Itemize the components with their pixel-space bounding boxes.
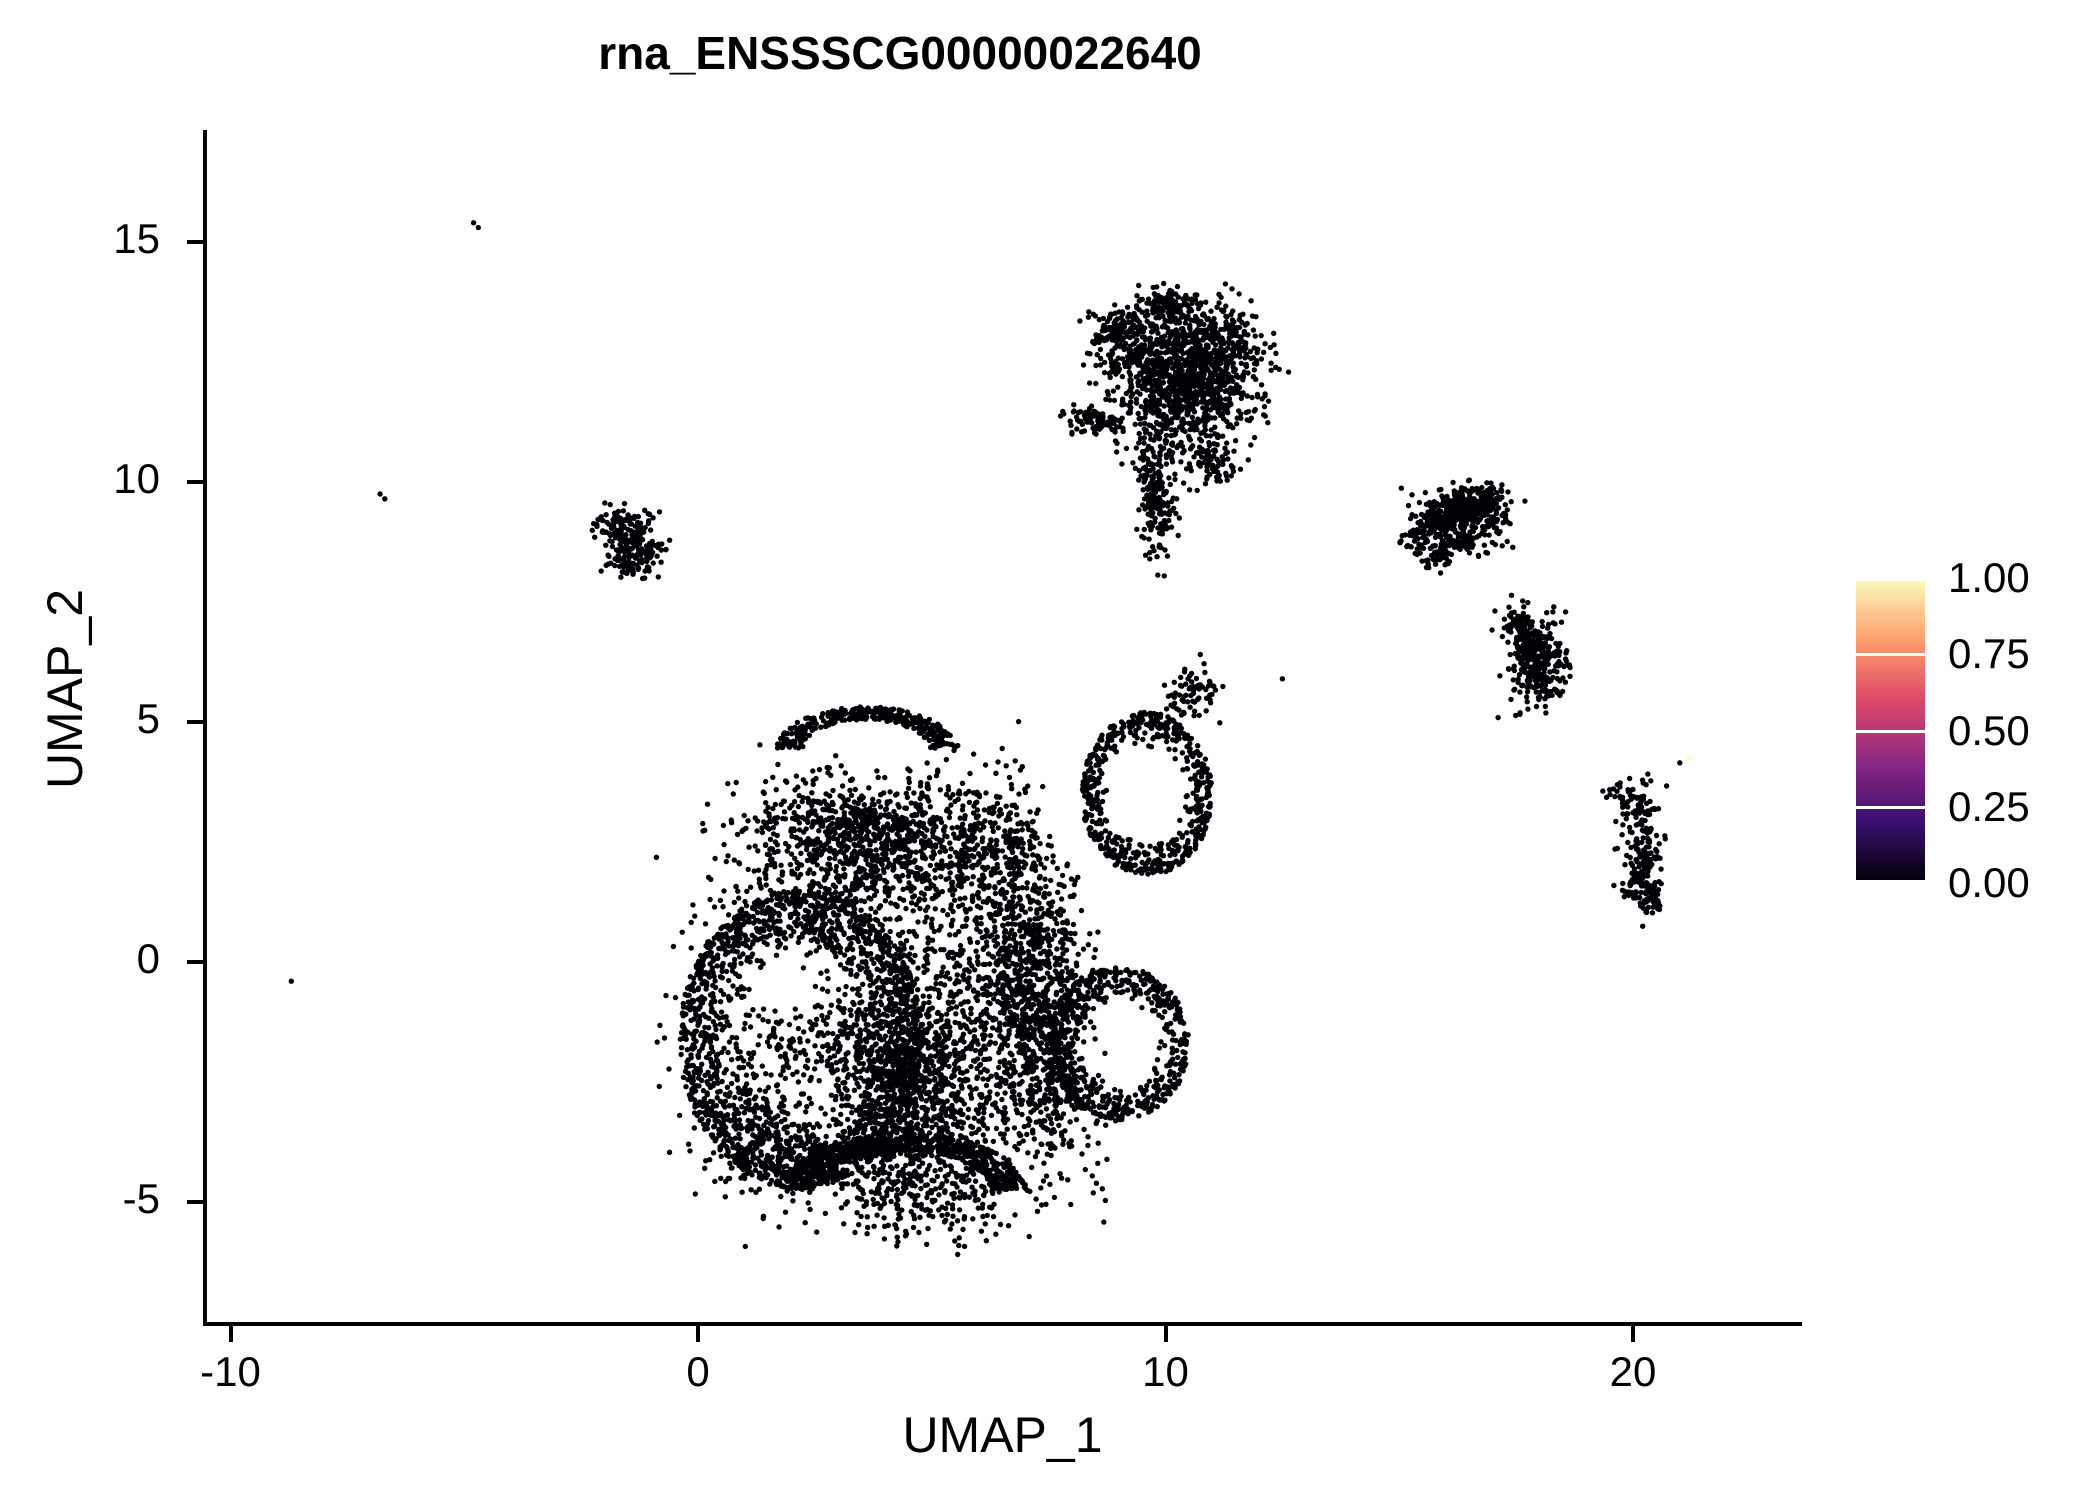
colorbar-tick-label: 0.25 xyxy=(1948,782,2030,830)
colorbar-tick-label: 0.50 xyxy=(1948,706,2030,754)
colorbar-gradient-bar xyxy=(1856,578,1925,883)
y-axis-tick-label: 5 xyxy=(136,695,160,742)
x-axis-line xyxy=(203,1322,1802,1326)
colorbar-labels: 1.00 0.75 0.50 0.25 0.00 xyxy=(1948,557,2098,904)
y-axis-title: UMAP_2 xyxy=(37,588,93,790)
colorbar-tick-mark xyxy=(1856,729,1925,733)
x-axis-tick xyxy=(1163,1326,1168,1342)
y-axis-tick-label: 0 xyxy=(136,935,160,982)
x-axis-tick xyxy=(1631,1326,1635,1342)
y-axis-line xyxy=(203,130,207,1326)
colorbar-tick-mark xyxy=(1856,880,1925,883)
page-title: rna_ENSSSCG00000022640 xyxy=(598,27,1202,79)
y-axis-tick-label: -5 xyxy=(122,1175,160,1222)
y-axis-tick-label: 15 xyxy=(113,215,160,262)
y-axis-tick xyxy=(187,480,203,484)
y-axis-tick xyxy=(187,240,203,244)
x-axis-tick-label: 0 xyxy=(686,1348,710,1395)
colorbar-tick-label: 0.75 xyxy=(1948,630,2030,678)
colorbar-tick-label: 0.00 xyxy=(1948,859,2030,906)
colorbar-legend xyxy=(1856,578,1925,883)
x-axis-tick-label: -10 xyxy=(200,1348,261,1395)
colorbar-tick-mark xyxy=(1856,653,1925,657)
x-axis-tick-label: 20 xyxy=(1609,1348,1657,1395)
y-axis-tick xyxy=(187,960,203,964)
x-axis-title: UMAP_1 xyxy=(902,1407,1103,1463)
x-axis-tick xyxy=(228,1326,233,1342)
y-axis-tick xyxy=(187,1200,203,1204)
y-axis-tick xyxy=(187,720,203,724)
x-axis-tick xyxy=(696,1326,700,1342)
colorbar-tick-mark xyxy=(1856,805,1925,809)
plot-panel xyxy=(205,135,1800,1318)
y-axis-tick-label: 10 xyxy=(113,455,160,502)
colorbar-tick-mark xyxy=(1856,578,1925,581)
scatter-layer xyxy=(288,220,1692,1258)
colorbar-tick-label: 1.00 xyxy=(1948,554,2030,601)
x-axis-tick-label: 10 xyxy=(1142,1348,1189,1395)
